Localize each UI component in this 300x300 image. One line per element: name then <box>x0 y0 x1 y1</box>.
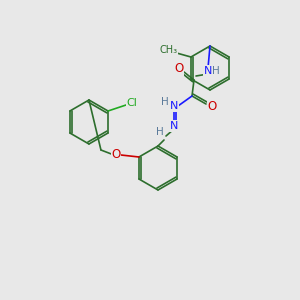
Text: H: H <box>212 66 220 76</box>
Text: CH₃: CH₃ <box>160 45 178 55</box>
Text: H: H <box>156 127 164 137</box>
Text: N: N <box>204 66 212 76</box>
Text: O: O <box>174 62 184 76</box>
Text: H: H <box>161 97 169 107</box>
Text: N: N <box>170 101 178 111</box>
Text: O: O <box>111 148 121 161</box>
Text: N: N <box>170 121 178 131</box>
Text: O: O <box>207 100 217 112</box>
Text: Cl: Cl <box>127 98 137 108</box>
